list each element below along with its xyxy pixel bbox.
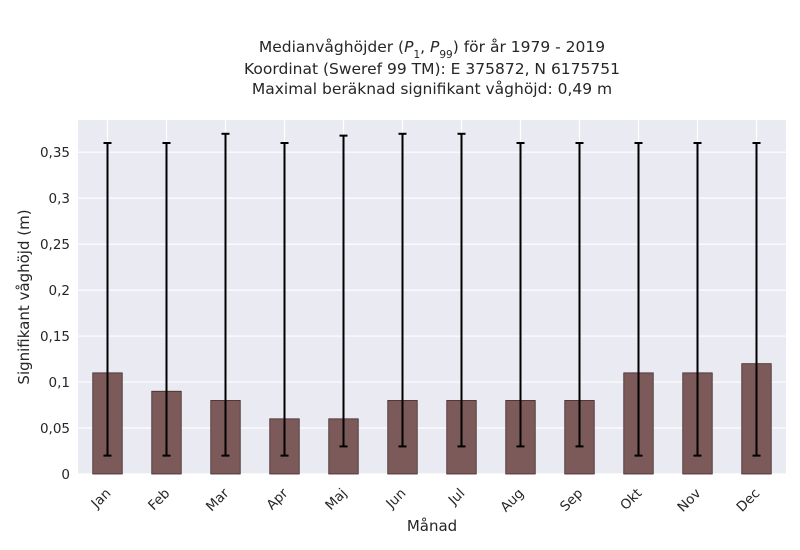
x-tick-labels: Jan Feb Mar Apr Maj Jun Jul Aug Sep Okt Nov Dec (88, 485, 764, 515)
y-tick-label: 0,25 (40, 237, 70, 253)
x-tick-label: Aug (497, 486, 527, 516)
chart-title: Medianvåghöjder (P1, P99) för år 1979 - … (244, 38, 620, 98)
x-tick-label: Nov (674, 486, 704, 516)
error-bars (103, 132, 761, 457)
plot-area (78, 120, 786, 474)
y-axis-label: Signifikant våghöjd (m) (15, 209, 33, 384)
x-tick-label: Mar (203, 485, 233, 515)
x-tick-label: Jan (88, 486, 115, 513)
chart-title-line-3: Maximal beräknad signifikant våghöjd: 0,… (252, 80, 612, 98)
x-tick-label: Okt (617, 486, 645, 514)
x-tick-label: Dec (734, 486, 764, 516)
x-tick-label: Maj (322, 486, 350, 514)
y-tick-label: 0,35 (40, 145, 70, 161)
chart-title-line-1: Medianvåghöjder (P1, P99) för år 1979 - … (259, 38, 605, 61)
y-tick-label: 0,15 (40, 329, 70, 345)
x-axis-label: Månad (407, 517, 457, 535)
y-tick-label: 0,3 (49, 191, 70, 207)
y-tick-label: 0,1 (49, 375, 70, 391)
chart-title-line-2: Koordinat (Sweref 99 TM): E 375872, N 61… (244, 60, 620, 78)
y-tick-label: 0,2 (49, 283, 70, 299)
x-tick-label: Sep (557, 486, 586, 515)
x-tick-label: Jun (382, 486, 409, 513)
y-tick-labels: 0 0,05 0,1 0,15 0,2 0,25 0,3 0,35 (40, 145, 70, 483)
y-tick-label: 0,05 (40, 421, 70, 437)
x-tick-label: Apr (263, 485, 291, 513)
x-tick-label: Feb (145, 486, 173, 514)
x-tick-label: Jul (445, 486, 469, 510)
y-tick-label: 0 (61, 467, 70, 483)
